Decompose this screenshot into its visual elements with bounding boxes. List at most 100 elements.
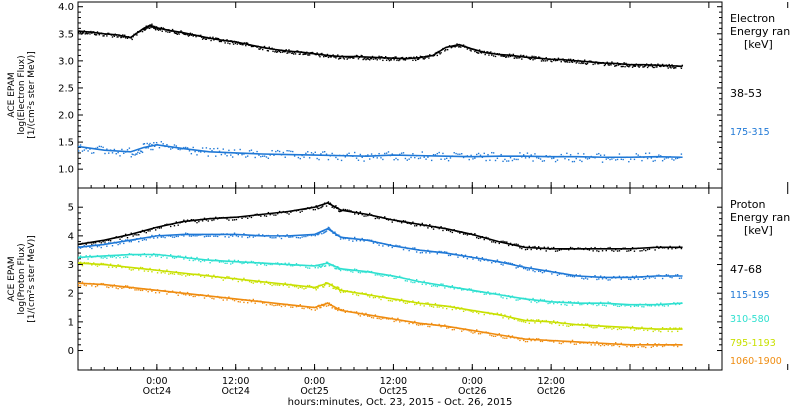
proton-point bbox=[573, 343, 576, 345]
proton-point bbox=[331, 283, 333, 285]
electron-point bbox=[84, 33, 86, 35]
proton-point bbox=[455, 308, 457, 310]
electron-point bbox=[305, 53, 307, 55]
proton-point bbox=[215, 216, 217, 219]
electron-point bbox=[188, 34, 191, 36]
proton-point bbox=[81, 264, 84, 267]
electron-point bbox=[485, 51, 487, 54]
electron-point bbox=[492, 52, 494, 55]
proton-point bbox=[224, 262, 226, 264]
proton-point bbox=[395, 244, 397, 247]
proton-point bbox=[224, 236, 226, 238]
proton-point bbox=[262, 262, 264, 264]
proton-point bbox=[592, 303, 594, 306]
proton-point bbox=[658, 343, 660, 345]
electron-series-dots-175-315 bbox=[78, 141, 683, 163]
electron-point bbox=[226, 155, 228, 157]
proton-point bbox=[175, 270, 178, 273]
electron-point bbox=[649, 64, 652, 67]
proton-point bbox=[459, 308, 461, 310]
electron-point bbox=[601, 161, 604, 163]
proton-point bbox=[355, 311, 358, 313]
proton-point bbox=[284, 235, 286, 238]
electron-point bbox=[577, 59, 579, 62]
proton-point bbox=[83, 261, 86, 264]
electron-point bbox=[272, 50, 274, 53]
electron-point bbox=[445, 49, 447, 51]
electron-point bbox=[464, 45, 467, 48]
electron-point bbox=[103, 35, 105, 37]
electron-point bbox=[220, 40, 223, 43]
electron-point bbox=[222, 39, 224, 41]
electron-point bbox=[673, 67, 675, 70]
proton-point bbox=[434, 285, 437, 287]
proton-point bbox=[553, 302, 555, 305]
electron-point bbox=[407, 57, 409, 60]
proton-point bbox=[305, 287, 307, 289]
proton-point bbox=[671, 344, 673, 346]
proton-point bbox=[438, 227, 440, 230]
electron-point bbox=[446, 48, 449, 51]
electron-point bbox=[472, 158, 474, 160]
proton-point bbox=[319, 265, 321, 268]
electron-point bbox=[387, 151, 390, 153]
electron-point bbox=[434, 154, 437, 156]
electron-point bbox=[465, 46, 468, 49]
electron-point bbox=[126, 37, 129, 40]
proton-point bbox=[333, 287, 335, 290]
proton-point bbox=[569, 324, 572, 327]
proton-point bbox=[624, 305, 626, 307]
proton-point bbox=[123, 256, 125, 259]
electron-point bbox=[161, 30, 163, 32]
proton-point bbox=[350, 290, 352, 293]
electron-point bbox=[674, 66, 676, 69]
electron-point bbox=[193, 34, 195, 36]
proton-point bbox=[382, 275, 384, 277]
electron-point bbox=[350, 56, 352, 59]
proton-point bbox=[660, 344, 662, 346]
electron-point bbox=[373, 56, 376, 59]
electron-point bbox=[212, 36, 214, 39]
proton-point bbox=[528, 299, 531, 302]
electron-point bbox=[490, 51, 492, 53]
proton-point bbox=[154, 229, 157, 231]
electron-point bbox=[132, 35, 134, 38]
proton-point bbox=[457, 256, 459, 258]
proton-point bbox=[263, 302, 266, 304]
proton-point bbox=[282, 210, 285, 213]
electron-point bbox=[155, 141, 158, 144]
proton-ylabel-line: log(Proton Flux) bbox=[17, 243, 27, 314]
proton-point bbox=[318, 233, 320, 235]
proton-point bbox=[645, 277, 647, 280]
proton-point bbox=[314, 287, 316, 289]
electron-point bbox=[522, 54, 525, 57]
proton-point bbox=[494, 313, 497, 315]
electron-point bbox=[233, 149, 236, 151]
proton-point bbox=[673, 327, 675, 329]
electron-point bbox=[498, 53, 500, 55]
electron-point bbox=[166, 143, 168, 146]
proton-point bbox=[263, 215, 266, 217]
proton-point bbox=[530, 319, 532, 321]
electron-point bbox=[314, 151, 316, 153]
proton-point bbox=[511, 317, 514, 319]
proton-point bbox=[111, 237, 114, 239]
electron-point bbox=[308, 157, 311, 159]
proton-point bbox=[459, 328, 461, 330]
proton-point bbox=[258, 279, 260, 282]
proton-point bbox=[387, 318, 390, 320]
proton-point bbox=[282, 304, 285, 306]
proton-point bbox=[303, 264, 305, 266]
electron-point bbox=[168, 146, 170, 148]
electron-point bbox=[430, 54, 432, 57]
electron-point bbox=[347, 57, 349, 59]
proton-point bbox=[322, 304, 324, 307]
proton-point bbox=[94, 255, 97, 258]
proton-point bbox=[376, 295, 378, 298]
proton-point bbox=[337, 309, 339, 312]
proton-point bbox=[451, 285, 454, 287]
proton-point bbox=[592, 327, 594, 329]
electron-point bbox=[354, 55, 356, 58]
electron-point bbox=[133, 150, 135, 152]
electron-point bbox=[160, 141, 163, 143]
